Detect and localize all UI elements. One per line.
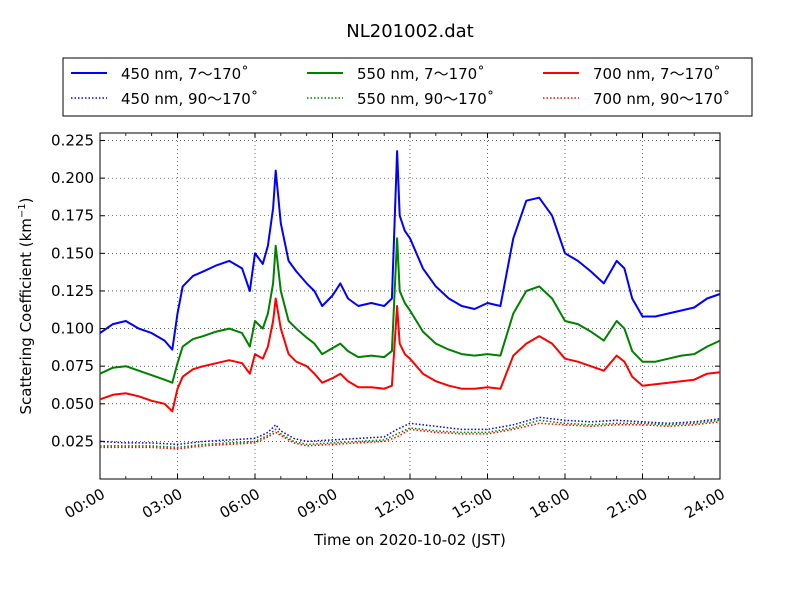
series-line-solid	[99, 150, 721, 351]
legend-label: 700 nm, 90～170˚	[593, 90, 730, 108]
y-tick-label: 0.075	[51, 357, 94, 375]
series-line-solid	[99, 237, 721, 384]
series-line-dotted	[99, 416, 721, 446]
y-tick-label: 0.150	[51, 244, 94, 262]
legend-label: 450 nm, 7～170˚	[121, 65, 249, 83]
series-line-solid	[99, 297, 721, 413]
legend: 450 nm, 7～170˚ 550 nm, 7～170˚ 700 nm, 7～17…	[62, 57, 753, 117]
legend-label: 450 nm, 90～170˚	[121, 90, 258, 108]
y-tick-label: 0.175	[51, 207, 94, 225]
y-tick-label: 0.125	[51, 282, 94, 300]
plot-area: 00:00 03:00 06:00 09:00 12:00 15:00 18:00 21:00…	[51, 132, 728, 523]
legend-label: 700 nm, 7～170˚	[593, 65, 721, 83]
y-tick-label: 0.050	[51, 395, 94, 413]
y-tick-label: 0.025	[51, 432, 94, 450]
legend-label: 550 nm, 90～170˚	[357, 90, 494, 108]
y-axis-label: Scattering Coefficient (km−1)	[17, 197, 35, 414]
y-axis-label-end: )	[17, 197, 35, 203]
x-axis-label: Time on 2020-10-02 (JST)	[313, 531, 506, 549]
grid	[100, 133, 720, 479]
legend-label: 550 nm, 7～170˚	[357, 65, 485, 83]
y-axis-label-main: Scattering Coefficient (km	[17, 218, 35, 414]
y-tick-label: 0.100	[51, 320, 94, 338]
y-tick-label: 0.225	[51, 132, 94, 150]
y-tick-label: 0.200	[51, 169, 94, 187]
series-layer	[99, 150, 721, 450]
series-line-dotted	[100, 419, 721, 449]
legend-box	[62, 57, 753, 117]
chart-title: NL201002.dat	[346, 21, 473, 42]
y-axis-label-superscript: −1	[17, 203, 28, 218]
